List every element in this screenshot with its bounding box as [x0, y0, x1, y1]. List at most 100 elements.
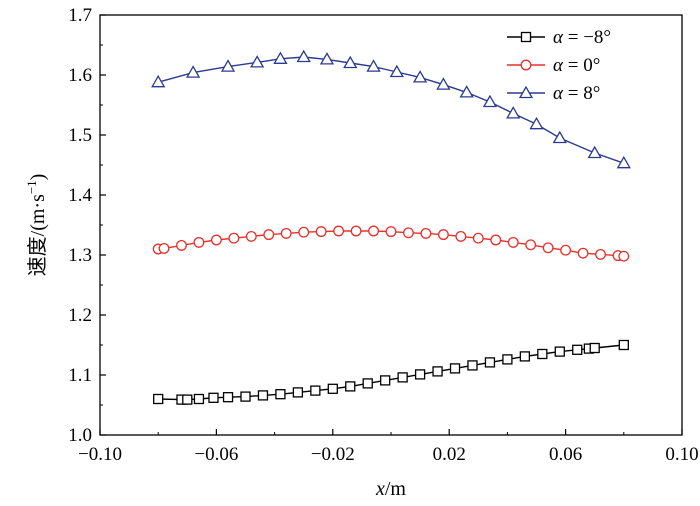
- data-point: [587, 145, 602, 159]
- data-point: [449, 363, 461, 374]
- legend-marker: [518, 85, 534, 99]
- data-point: [437, 229, 449, 241]
- data-point: [560, 244, 572, 256]
- data-point: [245, 230, 257, 242]
- plot-frame: [99, 14, 683, 436]
- data-point: [327, 383, 338, 394]
- data-point: [618, 339, 629, 351]
- data-point: [151, 74, 166, 88]
- y-tick-label: 1.7: [68, 5, 92, 26]
- data-point: [257, 390, 269, 401]
- data-point: [263, 229, 275, 241]
- y-axis-title-main: 速度/(m·s: [26, 194, 49, 276]
- data-point: [525, 239, 537, 251]
- legend-label-symbol: α: [553, 27, 564, 48]
- data-point: [552, 130, 567, 144]
- data-point: [482, 94, 498, 108]
- legend-label-value: = 8°: [563, 83, 600, 104]
- data-point: [319, 52, 335, 65]
- data-point: [507, 236, 519, 248]
- data-point: [385, 226, 397, 238]
- data-point: [275, 389, 286, 400]
- data-point: [222, 392, 234, 403]
- series-square: [153, 339, 629, 405]
- data-point: [280, 227, 292, 239]
- data-point: [436, 77, 451, 90]
- x-tick-label: 0.02: [433, 444, 466, 465]
- data-point: [472, 232, 484, 244]
- y-tick-label: 1.2: [68, 305, 92, 326]
- x-tick-label: 0.10: [665, 444, 698, 465]
- data-point: [459, 85, 474, 98]
- data-point: [292, 387, 304, 398]
- legend: α = −8°α = 0°α = 8°: [507, 27, 611, 104]
- legend-marker: [520, 31, 532, 43]
- x-axis-title-unit: /m: [385, 478, 407, 500]
- legend-label: α = 0°: [553, 55, 600, 76]
- y-tick-label: 1.1: [68, 365, 92, 386]
- data-point: [176, 239, 187, 251]
- data-point: [185, 65, 201, 78]
- data-point: [420, 227, 432, 239]
- plot-series: [151, 49, 631, 405]
- data-point: [572, 344, 583, 355]
- data-point: [380, 375, 391, 386]
- data-point: [484, 357, 496, 368]
- legend-label-value: = 0°: [563, 55, 600, 76]
- y-axis-title: 速度/(m·s−1): [24, 174, 49, 277]
- legend-item: α = 0°: [507, 55, 600, 76]
- axes-ticks: −0.10 −0.06 −0.02 0.02 0.06 0.10 1.0 1.1 1.2 1.3 1…: [68, 5, 698, 465]
- data-point: [362, 378, 373, 389]
- data-point: [296, 49, 311, 63]
- data-point: [502, 354, 513, 365]
- data-point: [618, 250, 630, 262]
- data-point: [366, 59, 381, 72]
- data-point: [519, 351, 531, 362]
- legend-marker: [520, 59, 532, 71]
- data-point: [240, 391, 251, 402]
- legend-item: α = 8°: [507, 83, 600, 104]
- data-point: [158, 242, 170, 254]
- data-point: [310, 385, 321, 396]
- data-point: [228, 232, 240, 244]
- series-line: [158, 344, 624, 401]
- data-point: [490, 234, 502, 246]
- y-tick-label: 1.6: [68, 65, 92, 86]
- data-point: [506, 106, 521, 119]
- data-point: [414, 369, 426, 380]
- data-point: [153, 393, 164, 405]
- data-point: [589, 342, 600, 354]
- data-point: [350, 225, 362, 237]
- data-point: [343, 55, 358, 69]
- data-point: [345, 381, 356, 392]
- y-axis-title-close: ): [27, 174, 49, 181]
- x-axis-title-variable: x: [375, 478, 385, 500]
- data-point: [298, 226, 310, 238]
- legend-label-value: = −8°: [563, 27, 611, 48]
- data-point: [616, 155, 631, 169]
- data-point: [467, 360, 478, 371]
- y-axis-title-superscript: −1: [24, 180, 39, 194]
- data-point: [193, 236, 205, 248]
- x-tick-label: −0.02: [311, 444, 355, 465]
- data-point: [403, 227, 414, 239]
- data-point: [368, 225, 379, 237]
- data-point: [182, 394, 193, 405]
- x-axis-title: x/m: [375, 478, 406, 500]
- data-point: [333, 225, 345, 237]
- data-point: [315, 226, 327, 238]
- data-point: [455, 230, 467, 242]
- data-point: [397, 372, 408, 383]
- data-point: [542, 242, 554, 254]
- data-point: [412, 70, 428, 83]
- legend-label-symbol: α: [553, 83, 564, 104]
- data-point: [595, 248, 606, 260]
- data-point: [537, 348, 548, 360]
- legend-label: α = −8°: [553, 27, 611, 48]
- legend-label-symbol: α: [553, 55, 564, 76]
- data-point: [389, 64, 404, 78]
- data-point: [554, 346, 565, 357]
- y-tick-label: 1.3: [68, 245, 92, 266]
- data-point: [273, 51, 288, 64]
